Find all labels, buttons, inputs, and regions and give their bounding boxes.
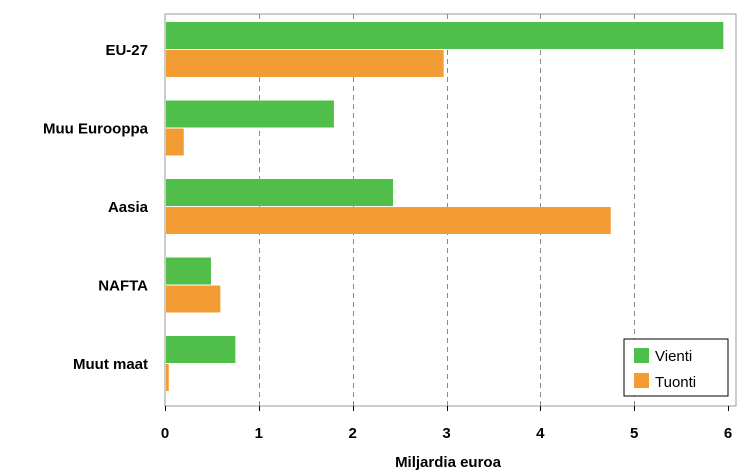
x-axis-title: Miljardia euroa	[395, 454, 502, 471]
category-label: EU-27	[105, 42, 148, 59]
category-label: Muu Eurooppa	[43, 121, 149, 138]
bar-vienti-3	[166, 257, 211, 285]
bar-vienti-4	[166, 336, 236, 363]
x-tick-label: 5	[630, 425, 638, 442]
legend-label-vienti: Vienti	[655, 348, 692, 365]
legend-swatch-vienti	[634, 348, 649, 363]
x-tick-label: 6	[724, 425, 732, 442]
x-tick-label: 4	[536, 425, 545, 442]
x-tick-label: 1	[255, 425, 263, 442]
bars	[166, 22, 724, 391]
x-tick-label: 3	[442, 425, 450, 442]
bar-tuonti-3	[166, 285, 221, 313]
legend: Vienti Tuonti	[623, 338, 729, 397]
bar-tuonti-4	[166, 364, 169, 391]
legend-swatch-tuonti	[634, 373, 649, 388]
category-labels: EU-27 Muu Eurooppa Aasia NAFTA Muut maat	[43, 42, 149, 373]
category-label: Aasia	[108, 199, 149, 216]
category-label: NAFTA	[98, 278, 148, 295]
bar-vienti-0	[166, 22, 724, 49]
bar-vienti-2	[166, 179, 394, 206]
category-label: Muut maat	[73, 356, 148, 373]
bar-vienti-1	[166, 100, 334, 128]
bar-tuonti-1	[166, 128, 184, 156]
legend-label-tuonti: Tuonti	[655, 374, 696, 391]
x-tick-label: 0	[161, 425, 169, 442]
bar-tuonti-2	[166, 207, 611, 234]
x-tick-label: 2	[348, 425, 356, 442]
bar-tuonti-0	[166, 50, 444, 77]
x-tick-labels: 0 1 2 3 4 5 6	[161, 425, 732, 442]
